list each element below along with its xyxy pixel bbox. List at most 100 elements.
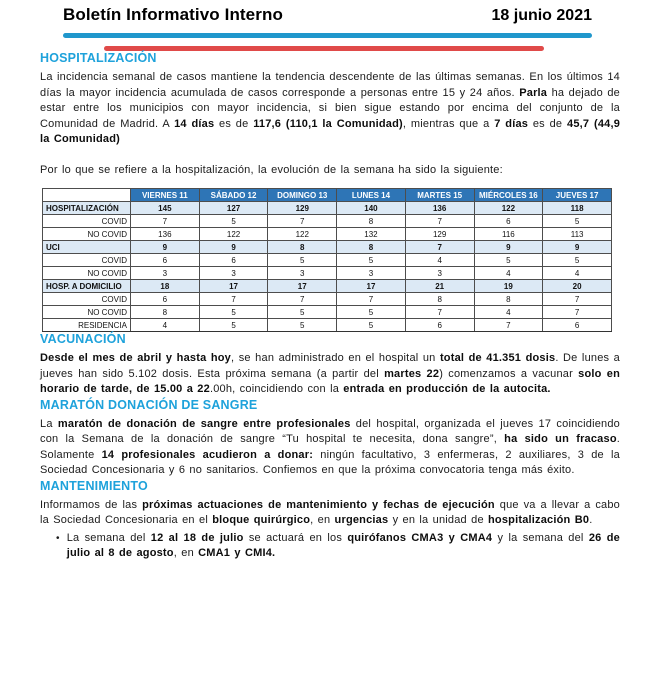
table-value-cell: 7 [267,292,338,306]
table-value-cell: 127 [198,201,269,215]
red-divider-rule [104,46,544,51]
table-value-cell: 6 [198,253,269,267]
table-row-label: HOSP. A DOMICILIO [42,279,131,293]
table-row: NO COVID 3 3 3 3 3 4 4 [42,266,612,280]
table-column-header: LUNES 14 [336,188,406,202]
table-column-header: JUEVES 17 [542,188,612,202]
table-value-cell: 129 [267,201,338,215]
hospital-table: VIERNES 11 SÁBADO 12 DOMINGO 13 LUNES 14 MAR… [42,188,612,332]
table-value-cell: 122 [267,227,338,241]
table-value-cell: 5 [267,305,338,319]
table-value-cell: 8 [267,240,338,254]
table-value-cell: 7 [473,318,544,332]
table-column-header: SÁBADO 12 [198,188,269,202]
table-corner-cell [42,188,131,202]
table-value-cell: 7 [130,214,200,228]
mantenimiento-bullet-item: • La semana del 12 al 18 de julio se act… [56,531,620,562]
table-value-cell: 20 [542,279,612,293]
table-row: COVID 6 6 5 5 4 5 5 [42,253,612,267]
table-row-label: NO COVID [42,227,131,241]
table-value-cell: 18 [130,279,200,293]
table-row-label: NO COVID [42,266,131,280]
table-value-cell: 7 [404,240,475,254]
table-value-cell: 5 [198,214,269,228]
vacunacion-paragraph: Desde el mes de abril y hasta hoy, se ha… [40,352,621,395]
table-column-header: MIÉRCOLES 16 [473,188,544,202]
table-value-cell: 145 [130,201,200,215]
table-row: COVID 6 7 7 7 8 8 7 [42,292,612,306]
table-value-cell: 6 [542,318,612,332]
table-value-cell: 17 [336,279,406,293]
table-value-cell: 4 [473,305,544,319]
table-header-row: VIERNES 11 SÁBADO 12 DOMINGO 13 LUNES 14 MAR… [42,188,612,202]
table-value-cell: 140 [336,201,406,215]
table-value-cell: 3 [267,266,338,280]
table-value-cell: 5 [336,318,406,332]
table-value-cell: 4 [404,253,475,267]
table-value-cell: 122 [473,201,544,215]
table-value-cell: 6 [404,318,475,332]
table-row: HOSPITALIZACIÓN 145 127 129 140 136 122 118 [42,201,612,215]
table-value-cell: 19 [473,279,544,293]
table-row: RESIDENCIA 4 5 5 5 6 7 6 [42,318,612,332]
table-value-cell: 6 [473,214,544,228]
table-value-cell: 7 [267,214,338,228]
blue-divider-rule [63,33,592,38]
table-value-cell: 5 [336,253,406,267]
issue-date: 18 junio 2021 [491,7,593,24]
masthead: Boletín Informativo Interno 18 junio 202… [63,5,592,25]
table-value-cell: 118 [542,201,612,215]
table-value-cell: 4 [130,318,200,332]
table-value-cell: 8 [336,214,406,228]
table-value-cell: 129 [404,227,475,241]
mantenimiento-paragraph: Informamos de las próximas actuaciones d… [40,498,620,527]
section-heading-vacunacion: VACUNACIÓN [40,332,126,346]
table-row: COVID 7 5 7 8 7 6 5 [42,214,612,228]
table-lead-in: Por lo que se refiere a la hospitalizaci… [40,163,503,176]
table-value-cell: 6 [130,253,200,267]
table-value-cell: 5 [267,253,338,267]
table-value-cell: 113 [542,227,612,241]
table-value-cell: 136 [130,227,200,241]
table-value-cell: 8 [473,292,544,306]
table-value-cell: 8 [336,240,406,254]
table-value-cell: 122 [198,227,269,241]
content-column: HOSPITALIZACIÓN La incidencia semanal de… [40,51,620,562]
table-value-cell: 3 [130,266,200,280]
table-value-cell: 5 [542,253,612,267]
table-value-cell: 7 [198,292,269,306]
table-value-cell: 4 [473,266,544,280]
bullet-icon: • [56,532,60,544]
table-column-header: VIERNES 11 [130,188,200,202]
table-row: HOSP. A DOMICILIO 18 17 17 17 21 19 20 [42,279,612,293]
table-value-cell: 5 [198,305,269,319]
table-value-cell: 9 [130,240,200,254]
table-row-label: HOSPITALIZACIÓN [42,201,131,215]
table-row-label: NO COVID [42,305,131,319]
table-value-cell: 3 [198,266,269,280]
table-row: NO COVID 8 5 5 5 7 4 7 [42,305,612,319]
table-value-cell: 3 [404,266,475,280]
table-row-label: COVID [42,253,131,267]
section-heading-hospitalizacion: HOSPITALIZACIÓN [40,51,157,65]
table-value-cell: 21 [404,279,475,293]
table-row: NO COVID 136 122 122 132 129 116 113 [42,227,612,241]
table-row-label: RESIDENCIA [42,318,131,332]
table-value-cell: 7 [336,292,406,306]
table-value-cell: 17 [198,279,269,293]
table-value-cell: 6 [130,292,200,306]
table-value-cell: 7 [542,305,612,319]
table-row-label: COVID [42,214,131,228]
table-value-cell: 5 [267,318,338,332]
table-value-cell: 3 [336,266,406,280]
table-value-cell: 5 [473,253,544,267]
table-value-cell: 5 [336,305,406,319]
table-value-cell: 5 [542,214,612,228]
table-value-cell: 8 [130,305,200,319]
table-column-header: DOMINGO 13 [267,188,338,202]
section-heading-maraton: MARATÓN DONACIÓN DE SANGRE [40,397,258,412]
table-value-cell: 136 [404,201,475,215]
table-value-cell: 9 [198,240,269,254]
hospitalizacion-paragraph: La incidencia semanal de casos mantiene … [40,71,621,145]
